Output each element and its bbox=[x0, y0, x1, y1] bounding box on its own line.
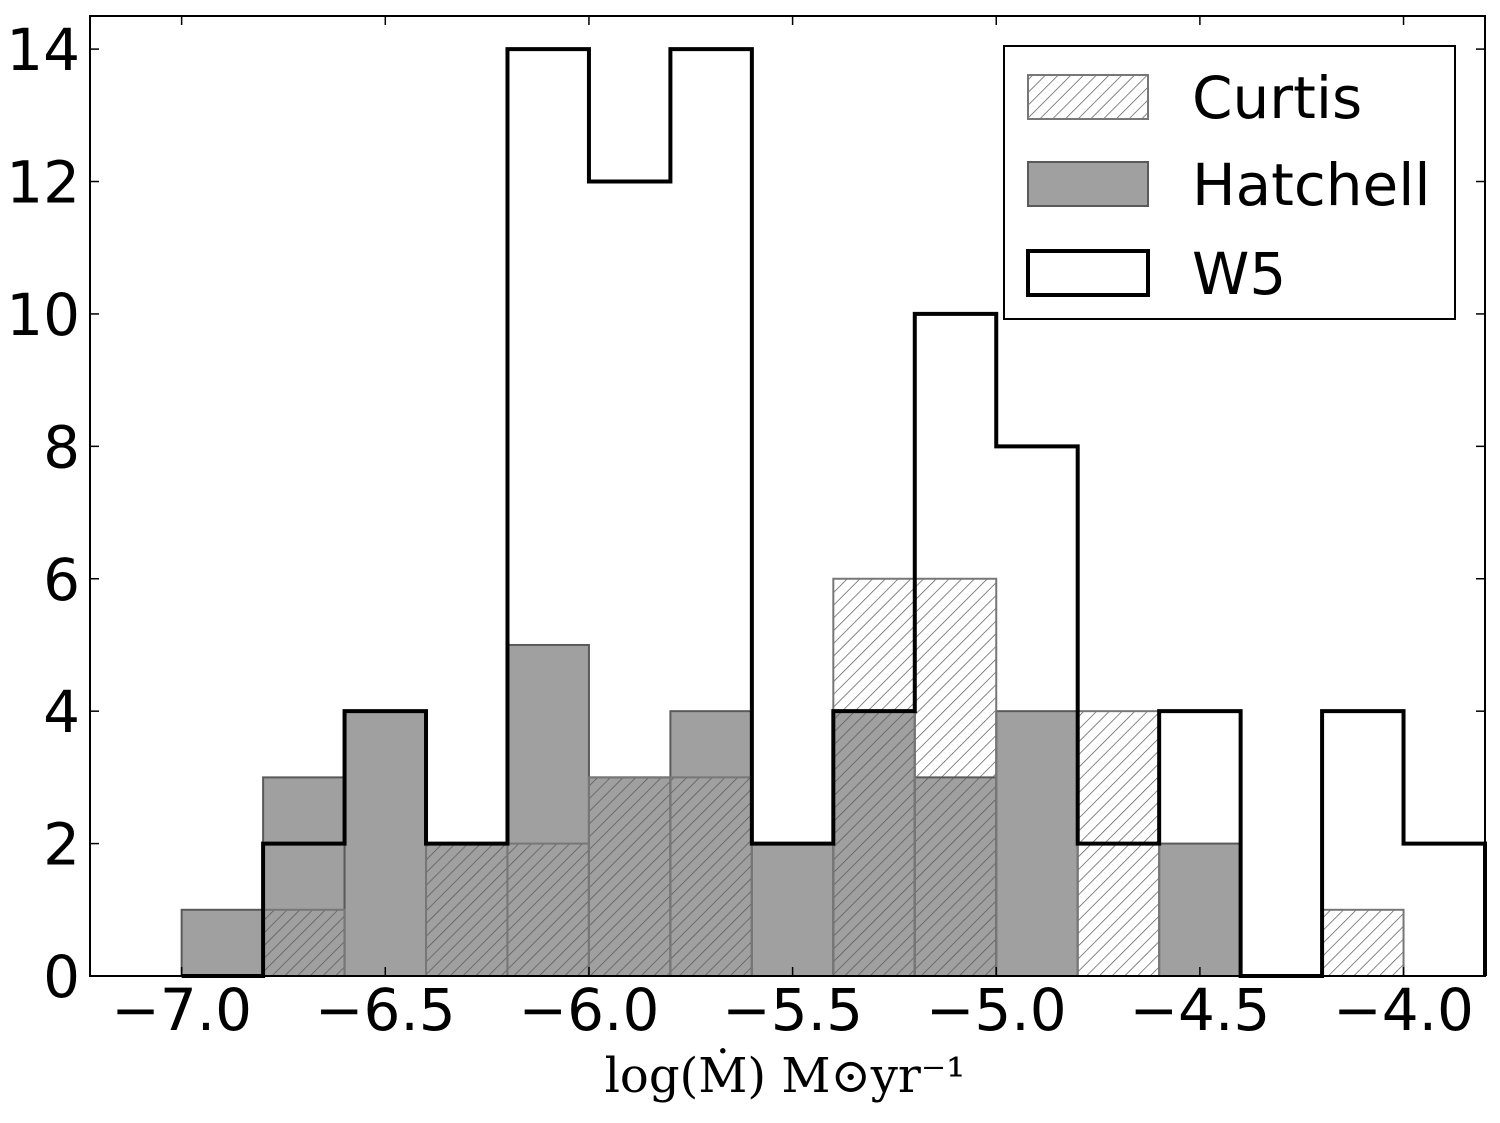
legend: Curtis Hatchell W5 bbox=[1003, 45, 1456, 320]
legend-swatch-hatchell bbox=[1027, 161, 1149, 207]
legend-label-hatchell: Hatchell bbox=[1192, 151, 1430, 219]
y-tick-label: 4 bbox=[43, 678, 80, 746]
curtis-bar bbox=[425, 842, 509, 977]
legend-swatch-w5 bbox=[1026, 249, 1150, 297]
curtis-bar bbox=[832, 577, 916, 977]
x-tick-label: −6.5 bbox=[315, 976, 456, 1044]
plot-area bbox=[180, 47, 1487, 978]
y-tick-label: 6 bbox=[43, 546, 80, 614]
hatchell-bar bbox=[1158, 842, 1242, 977]
x-axis-label: log(Ṁ) M⊙yr⁻¹ bbox=[605, 1047, 966, 1104]
legend-swatch-curtis bbox=[1027, 74, 1149, 120]
curtis-bar bbox=[262, 908, 346, 977]
curtis-bar bbox=[1321, 908, 1405, 977]
hatchell-bar bbox=[995, 710, 1079, 977]
legend-label-curtis: Curtis bbox=[1192, 64, 1362, 132]
curtis-bar bbox=[913, 577, 998, 977]
axes: −7.0 −6.5 −6.0 −5.5 −5.0 −4.5 −4.0 0 2 4 6 8 10 12 14 bbox=[6, 15, 1486, 1044]
hatchell-bar bbox=[180, 908, 265, 977]
y-tick-label: 10 bbox=[6, 281, 80, 349]
curtis-bar bbox=[506, 842, 590, 977]
curtis-bar bbox=[669, 776, 753, 978]
y-tick-label: 8 bbox=[43, 413, 80, 481]
plot-frame bbox=[89, 15, 1486, 977]
y-tick-label: 2 bbox=[43, 811, 80, 879]
legend-label-w5: W5 bbox=[1192, 240, 1286, 308]
x-tick-label: −5.0 bbox=[926, 976, 1067, 1044]
x-tick-label: −7.0 bbox=[111, 976, 252, 1044]
x-tick-label: −6.0 bbox=[519, 976, 660, 1044]
x-tick-label: −4.0 bbox=[1333, 976, 1474, 1044]
hatchell-bar bbox=[750, 842, 835, 977]
y-tick-label: 12 bbox=[6, 149, 80, 217]
x-tick-label: −5.5 bbox=[722, 976, 863, 1044]
x-tick-label: −4.5 bbox=[1129, 976, 1270, 1044]
y-tick-label: 0 bbox=[43, 943, 80, 1011]
curtis-bar bbox=[587, 776, 672, 978]
hatchell-bar bbox=[343, 710, 428, 977]
y-tick-label: 14 bbox=[6, 16, 80, 84]
